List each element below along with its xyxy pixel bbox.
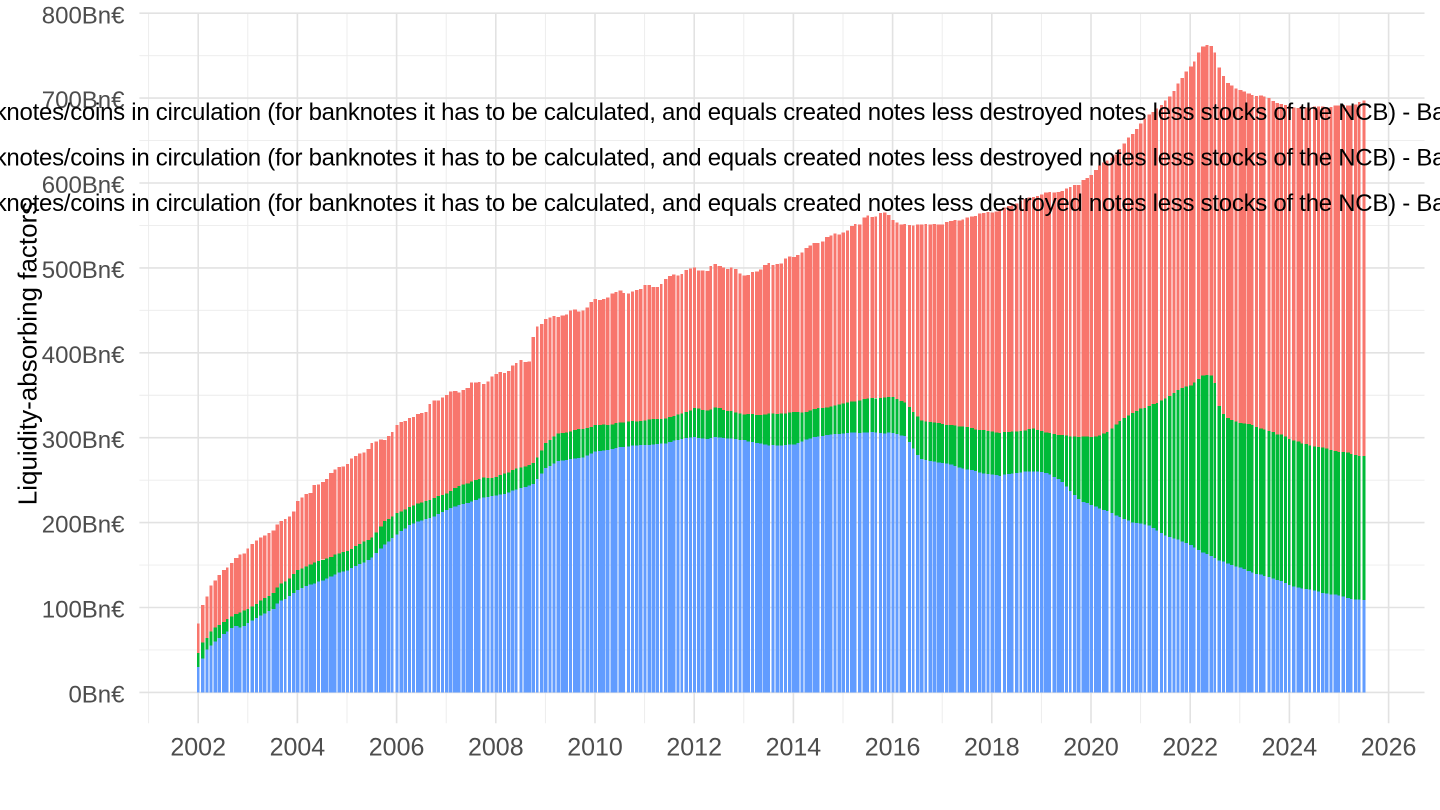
svg-text:2026: 2026 <box>1361 734 1417 762</box>
svg-text:2012: 2012 <box>666 734 722 762</box>
svg-text:2022: 2022 <box>1162 734 1218 762</box>
svg-text:700Bn€: 700Bn€ <box>42 87 125 114</box>
svg-text:2024: 2024 <box>1262 734 1318 762</box>
svg-text:2002: 2002 <box>170 734 226 762</box>
svg-text:200Bn€: 200Bn€ <box>42 512 125 539</box>
svg-text:2020: 2020 <box>1063 734 1119 762</box>
svg-text:300Bn€: 300Bn€ <box>42 427 125 454</box>
svg-text:2006: 2006 <box>369 734 425 762</box>
svg-text:2008: 2008 <box>468 734 524 762</box>
svg-text:100Bn€: 100Bn€ <box>42 597 125 624</box>
svg-text:2018: 2018 <box>964 734 1020 762</box>
svg-text:0Bn€: 0Bn€ <box>68 682 125 709</box>
svg-text:2010: 2010 <box>567 734 623 762</box>
svg-text:400Bn€: 400Bn€ <box>42 342 125 369</box>
svg-text:600Bn€: 600Bn€ <box>42 172 125 199</box>
svg-text:Banknotes/coins in circulation: Banknotes/coins in circulation (for bank… <box>0 190 1440 217</box>
svg-text:800Bn€: 800Bn€ <box>42 2 125 29</box>
svg-text:2004: 2004 <box>270 734 326 762</box>
svg-text:Banknotes/coins in circulation: Banknotes/coins in circulation (for bank… <box>0 145 1440 172</box>
svg-text:500Bn€: 500Bn€ <box>42 257 125 284</box>
svg-text:Banknotes/coins in circulation: Banknotes/coins in circulation (for bank… <box>0 99 1440 126</box>
svg-text:2016: 2016 <box>865 734 921 762</box>
svg-text:Liquidity-absorbing factors: Liquidity-absorbing factors <box>13 202 43 506</box>
svg-text:2014: 2014 <box>766 734 822 762</box>
